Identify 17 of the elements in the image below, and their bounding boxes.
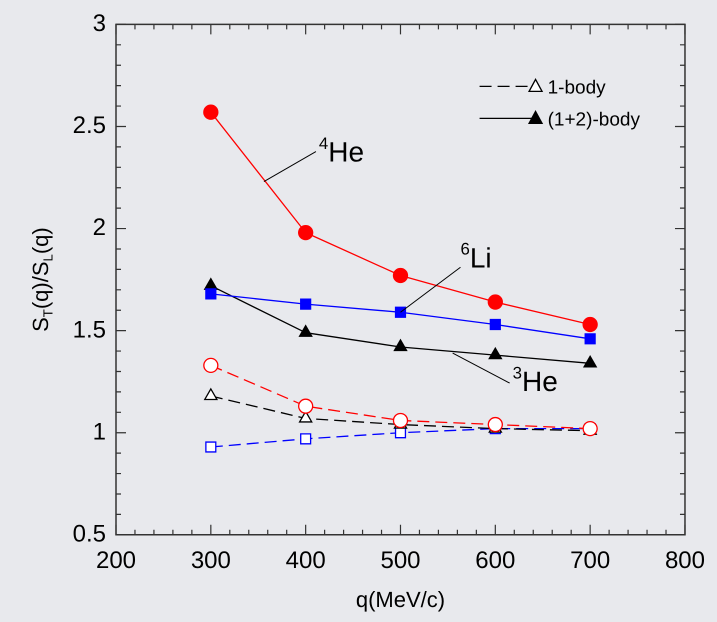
x-axis-title: q(MeV/c) [356, 586, 446, 612]
y-tick-label: 0.5 [72, 520, 106, 548]
y-axis-title: ST(q)/SL(q) [28, 227, 56, 332]
x-tick-label: 200 [96, 546, 136, 574]
y-tick-label: 3 [92, 10, 106, 38]
y-tick-label: 2 [92, 214, 106, 242]
x-tick-label: 300 [190, 546, 231, 574]
legend-label: 1-body [548, 77, 606, 98]
x-tick-label: 500 [380, 546, 421, 574]
legend-label: (1+2)-body [548, 109, 640, 130]
x-tick-label: 400 [286, 546, 326, 574]
x-tick-label: 600 [475, 546, 516, 574]
x-tick-label: 800 [664, 546, 705, 574]
y-tick-label: 1.5 [72, 316, 106, 344]
x-tick-label: 700 [570, 546, 610, 574]
y-tick-label: 2.5 [72, 112, 106, 140]
y-tick-label: 1 [92, 418, 106, 446]
